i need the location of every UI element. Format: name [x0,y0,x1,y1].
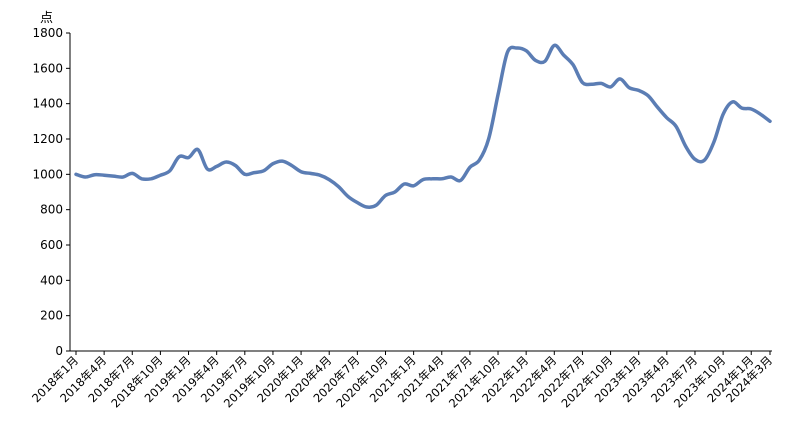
y-tick-label: 1000 [32,167,63,181]
y-tick-label: 200 [40,309,63,323]
y-tick-label: 1600 [32,61,63,75]
y-tick-label: 1800 [32,26,63,40]
y-tick-label: 800 [40,203,63,217]
y-tick-label: 600 [40,238,63,252]
x-axis: 2018年1月2018年4月2018年7月2018年10月2019年1月2019… [29,350,775,410]
series-line [74,43,772,209]
y-axis: 0 200 400 600 800 1000 1200 1400 1600 1800 [32,26,71,358]
plot-area [74,43,772,209]
y-tick-label: 1400 [32,97,63,111]
y-tick-label: 1200 [32,132,63,146]
y-tick-label: 400 [40,273,63,287]
y-axis-label: 点 [40,11,53,26]
y-tick-label: 0 [55,344,63,358]
